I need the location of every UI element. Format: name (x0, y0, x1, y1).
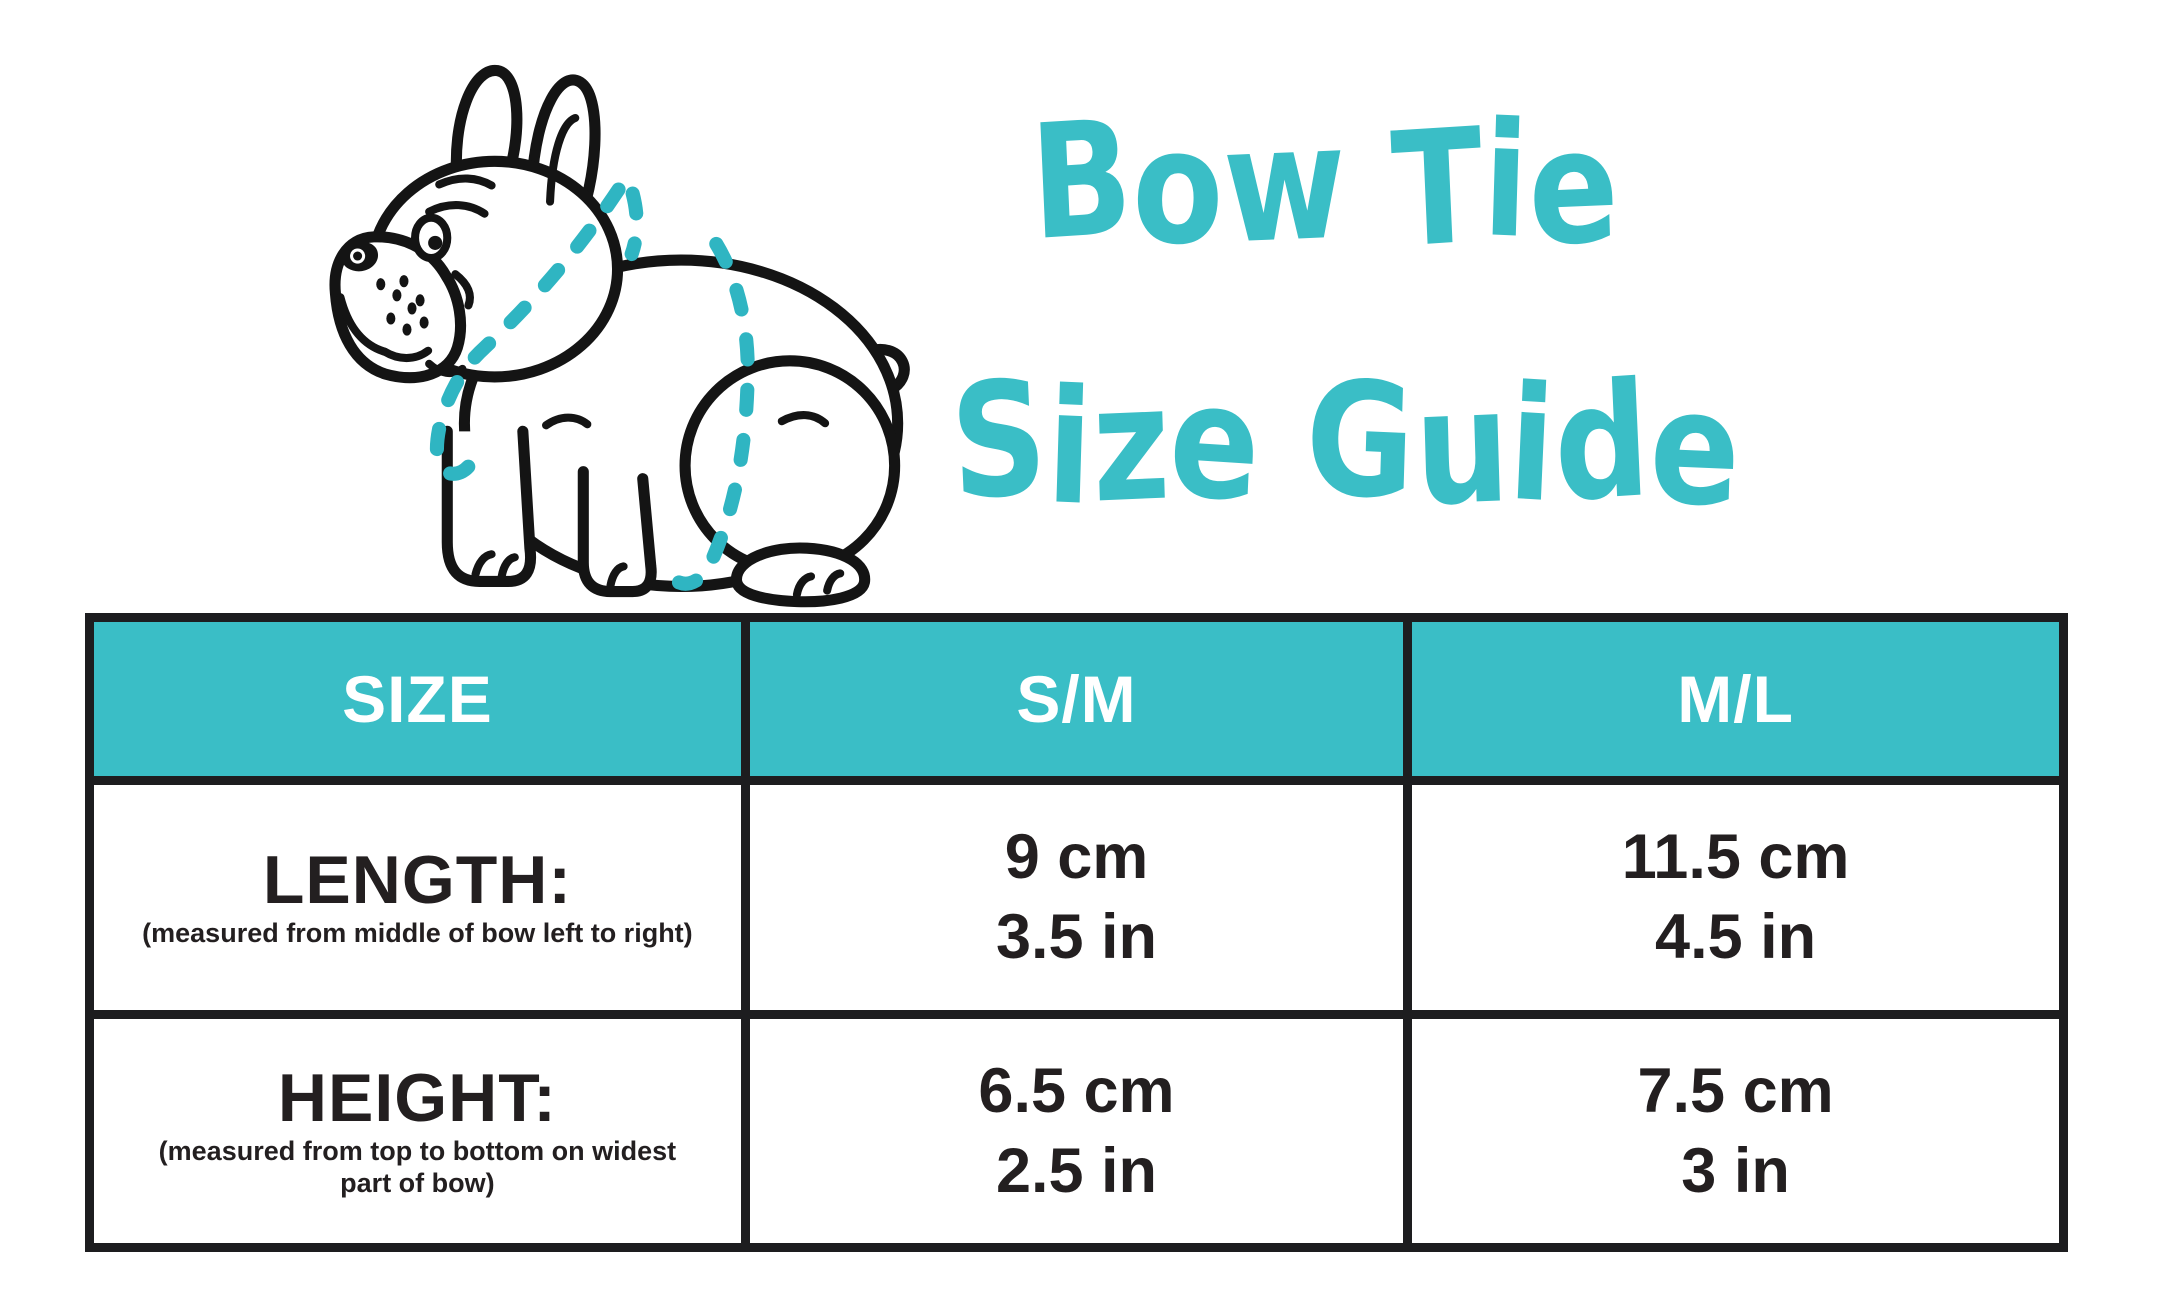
french-bulldog-illustration (329, 65, 910, 608)
height-sm-in: 2.5 in (995, 1135, 1158, 1206)
dog-mouth-line (336, 293, 389, 356)
dog-haunch-line (777, 411, 830, 428)
length-sm-cm: 9 cm (1004, 822, 1149, 893)
height-sm-cm: 6.5 cm (978, 1055, 1175, 1126)
length-ml-in: 4.5 in (1655, 902, 1817, 973)
dog-forehead-wrinkle (435, 174, 496, 190)
height-row-label: HEIGHT: (277, 1059, 557, 1136)
dog-rear-toe-line2 (823, 569, 845, 595)
dog-chest-line (541, 413, 592, 430)
page-title: Bow Tie Size Guide (880, 55, 1770, 555)
table-header-size: SIZE (94, 622, 741, 776)
dog-jowl-line (380, 346, 433, 363)
dog-front-toe-line2 (497, 553, 519, 581)
height-ml-in: 3 in (1681, 1135, 1790, 1206)
table-header-ml: M/L (1412, 622, 2059, 776)
dog-front-toe-line (471, 550, 496, 579)
dog-chin-line (425, 359, 467, 378)
dog-cheek-line (451, 270, 474, 310)
title-line-2: Size Guide (947, 346, 1743, 543)
dog-face-details (341, 213, 452, 336)
length-ml-cell: 11.5 cm 4.5 in (1412, 785, 2059, 1010)
length-sm-in: 3.5 in (995, 902, 1158, 973)
length-sm-cell: 9 cm 3.5 in (749, 785, 1404, 1010)
dog-front-leg-far (577, 466, 657, 598)
height-sm-cell: 6.5 cm 2.5 in (749, 1018, 1404, 1243)
girth-measurement-dashes (671, 236, 755, 591)
dog-rear-paw (730, 542, 871, 608)
height-label-cell: HEIGHT: (measured from top to bottom on … (94, 1018, 741, 1243)
length-row-note: (measured from middle of bow left to rig… (142, 918, 693, 949)
length-row-label: LENGTH: (262, 842, 573, 919)
dog-ear-far (450, 65, 523, 190)
table-header-sm: S/M (749, 622, 1404, 776)
dog-brow-wrinkle (425, 201, 489, 218)
title-line-1: Bow Tie (1027, 85, 1622, 284)
neck-measurement-dashes (429, 182, 626, 481)
length-ml-cm: 11.5 cm (1621, 822, 1850, 893)
height-ml-cm: 7.5 cm (1637, 1055, 1834, 1126)
size-guide-table: SIZE S/M M/L LENGTH: (measured from midd… (85, 613, 2068, 1252)
height-ml-cell: 7.5 cm 3 in (1412, 1018, 2059, 1243)
dog-far-toe-line (606, 562, 628, 590)
dog-rear-toe-line (792, 572, 816, 599)
length-label-cell: LENGTH: (measured from middle of bow lef… (94, 785, 741, 1010)
dog-inner-ear-line (546, 113, 580, 206)
neck-measurement-dashes-far (624, 186, 644, 262)
height-row-note: (measured from top to bottom on widest p… (158, 1135, 677, 1198)
